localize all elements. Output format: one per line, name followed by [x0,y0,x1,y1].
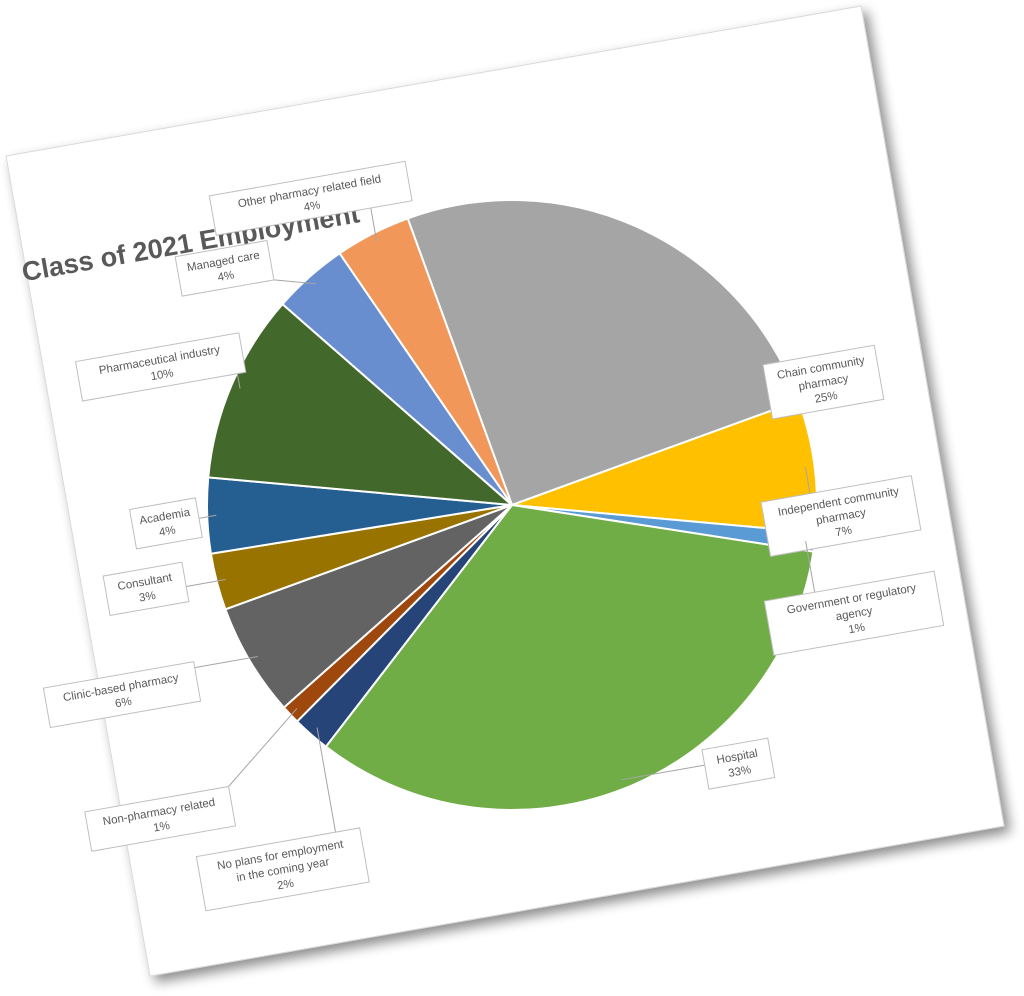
leader-line-hospital [621,764,705,781]
leader-line-non-pharmacy-related [228,707,298,787]
callout-box [208,160,413,236]
data-label-percent: 4% [158,524,176,539]
slice-chain-community-pharmacy [406,199,800,507]
data-label-percent: 4% [217,269,235,284]
data-label-percent: 1% [152,820,170,835]
callout-box [84,785,237,852]
leader-line-no-plans-for-employment-in-the-coming-year [316,727,337,833]
leader-line-independent-community-pharmacy [804,466,811,494]
callout-box [174,239,275,297]
data-label-percent: 4% [303,199,321,214]
callout-box [195,827,370,912]
callout-box [102,561,190,617]
callout-box [763,570,945,656]
leader-line-managed-care [273,279,316,285]
data-label-percent: 6% [114,696,132,711]
slice-other-pharmacy-related-field [338,217,513,506]
slice-pharmaceutical-industry [207,302,515,507]
callout-box [128,497,203,550]
data-label-percent: 3% [138,590,156,605]
data-label-percent: 25% [814,390,839,406]
callout-box [701,737,776,790]
leader-line-consultant [186,579,226,588]
leader-line-pharmaceutical-industry [236,373,241,389]
callout-box [760,475,922,557]
callout-box [762,344,885,420]
callout-box [42,661,202,729]
leader-line-government-or-regulatory-agency [805,540,816,593]
leader-line-chain-community-pharmacy [636,236,764,366]
pie-slices [206,199,818,811]
data-label-percent: 2% [276,878,294,893]
data-label-percent: 33% [727,764,752,780]
data-label-percent: 10% [150,367,175,383]
leader-line-academia [198,514,217,519]
callout-box [74,332,247,402]
data-label-percent: 7% [834,524,852,539]
leader-line-clinic-based-pharmacy [194,656,258,669]
leader-line-other-pharmacy-related-field [370,207,378,242]
data-label-percent: 1% [848,622,866,637]
